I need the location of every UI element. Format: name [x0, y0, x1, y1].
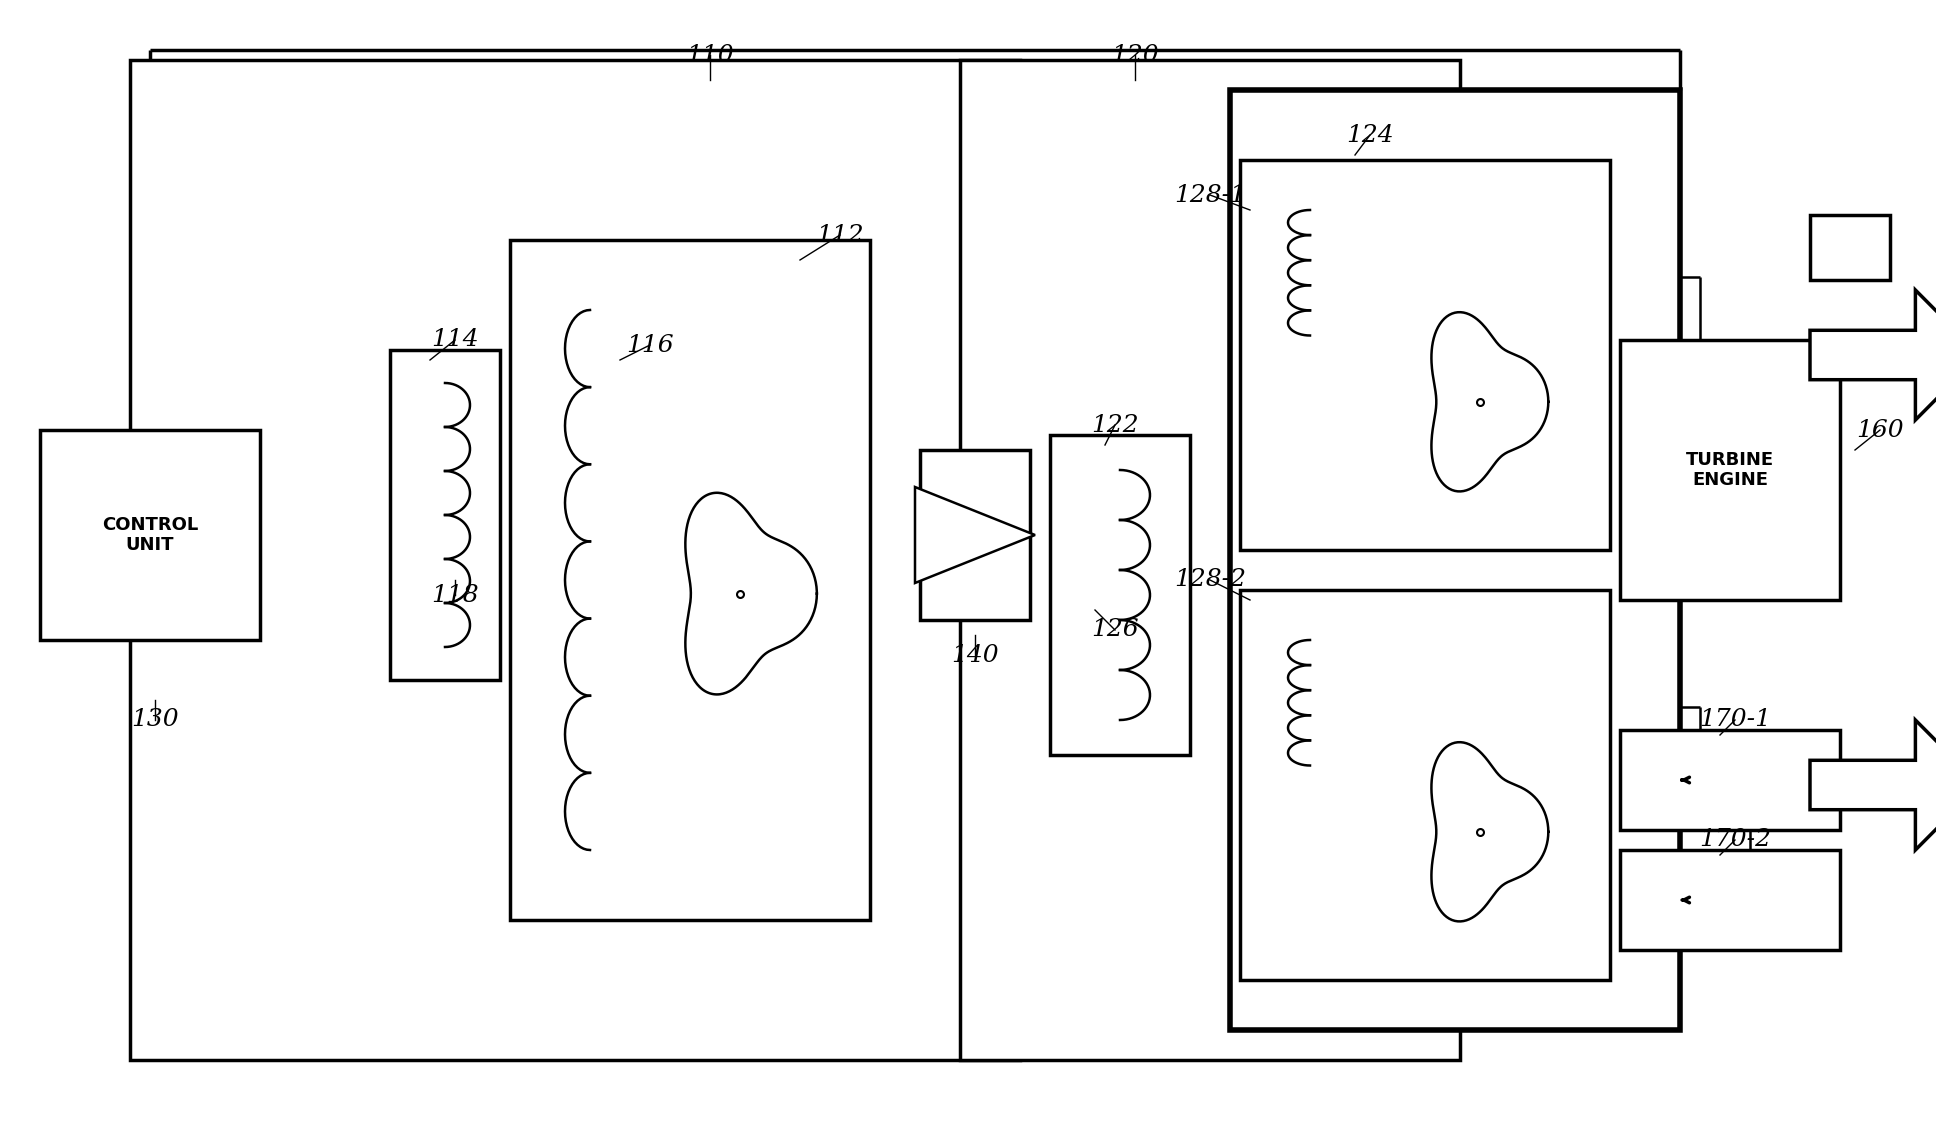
- Text: 128-1: 128-1: [1173, 184, 1247, 207]
- Text: 160: 160: [1857, 419, 1903, 442]
- Text: 128-2: 128-2: [1173, 568, 1247, 591]
- Bar: [1049, 435, 1191, 755]
- Text: 170-2: 170-2: [1700, 828, 1771, 851]
- Bar: [920, 450, 1030, 620]
- Text: 120: 120: [1111, 43, 1160, 66]
- Polygon shape: [1810, 290, 1936, 420]
- Bar: [41, 430, 259, 640]
- Bar: [509, 240, 869, 920]
- Text: 114: 114: [432, 329, 478, 351]
- Text: 170-1: 170-1: [1700, 709, 1771, 731]
- Polygon shape: [916, 487, 1036, 583]
- Bar: [1810, 215, 1890, 280]
- Text: TURBINE
ENGINE: TURBINE ENGINE: [1686, 451, 1773, 489]
- Bar: [1620, 730, 1839, 830]
- Bar: [960, 60, 1460, 1060]
- Bar: [389, 350, 499, 680]
- Text: 124: 124: [1346, 123, 1394, 146]
- Text: 112: 112: [817, 224, 863, 246]
- Polygon shape: [1810, 720, 1936, 850]
- Text: 130: 130: [132, 709, 178, 731]
- Text: 118: 118: [432, 583, 478, 607]
- Bar: [1239, 160, 1611, 550]
- Bar: [1620, 340, 1839, 600]
- Text: 140: 140: [951, 644, 999, 666]
- Text: 116: 116: [625, 333, 674, 356]
- Bar: [1239, 590, 1611, 980]
- Text: 110: 110: [685, 43, 734, 66]
- Bar: [130, 60, 1020, 1060]
- Bar: [1620, 850, 1839, 950]
- Text: 122: 122: [1092, 413, 1138, 437]
- Text: 126: 126: [1092, 618, 1138, 641]
- Bar: [1229, 90, 1680, 1030]
- Text: CONTROL
UNIT: CONTROL UNIT: [103, 516, 197, 555]
